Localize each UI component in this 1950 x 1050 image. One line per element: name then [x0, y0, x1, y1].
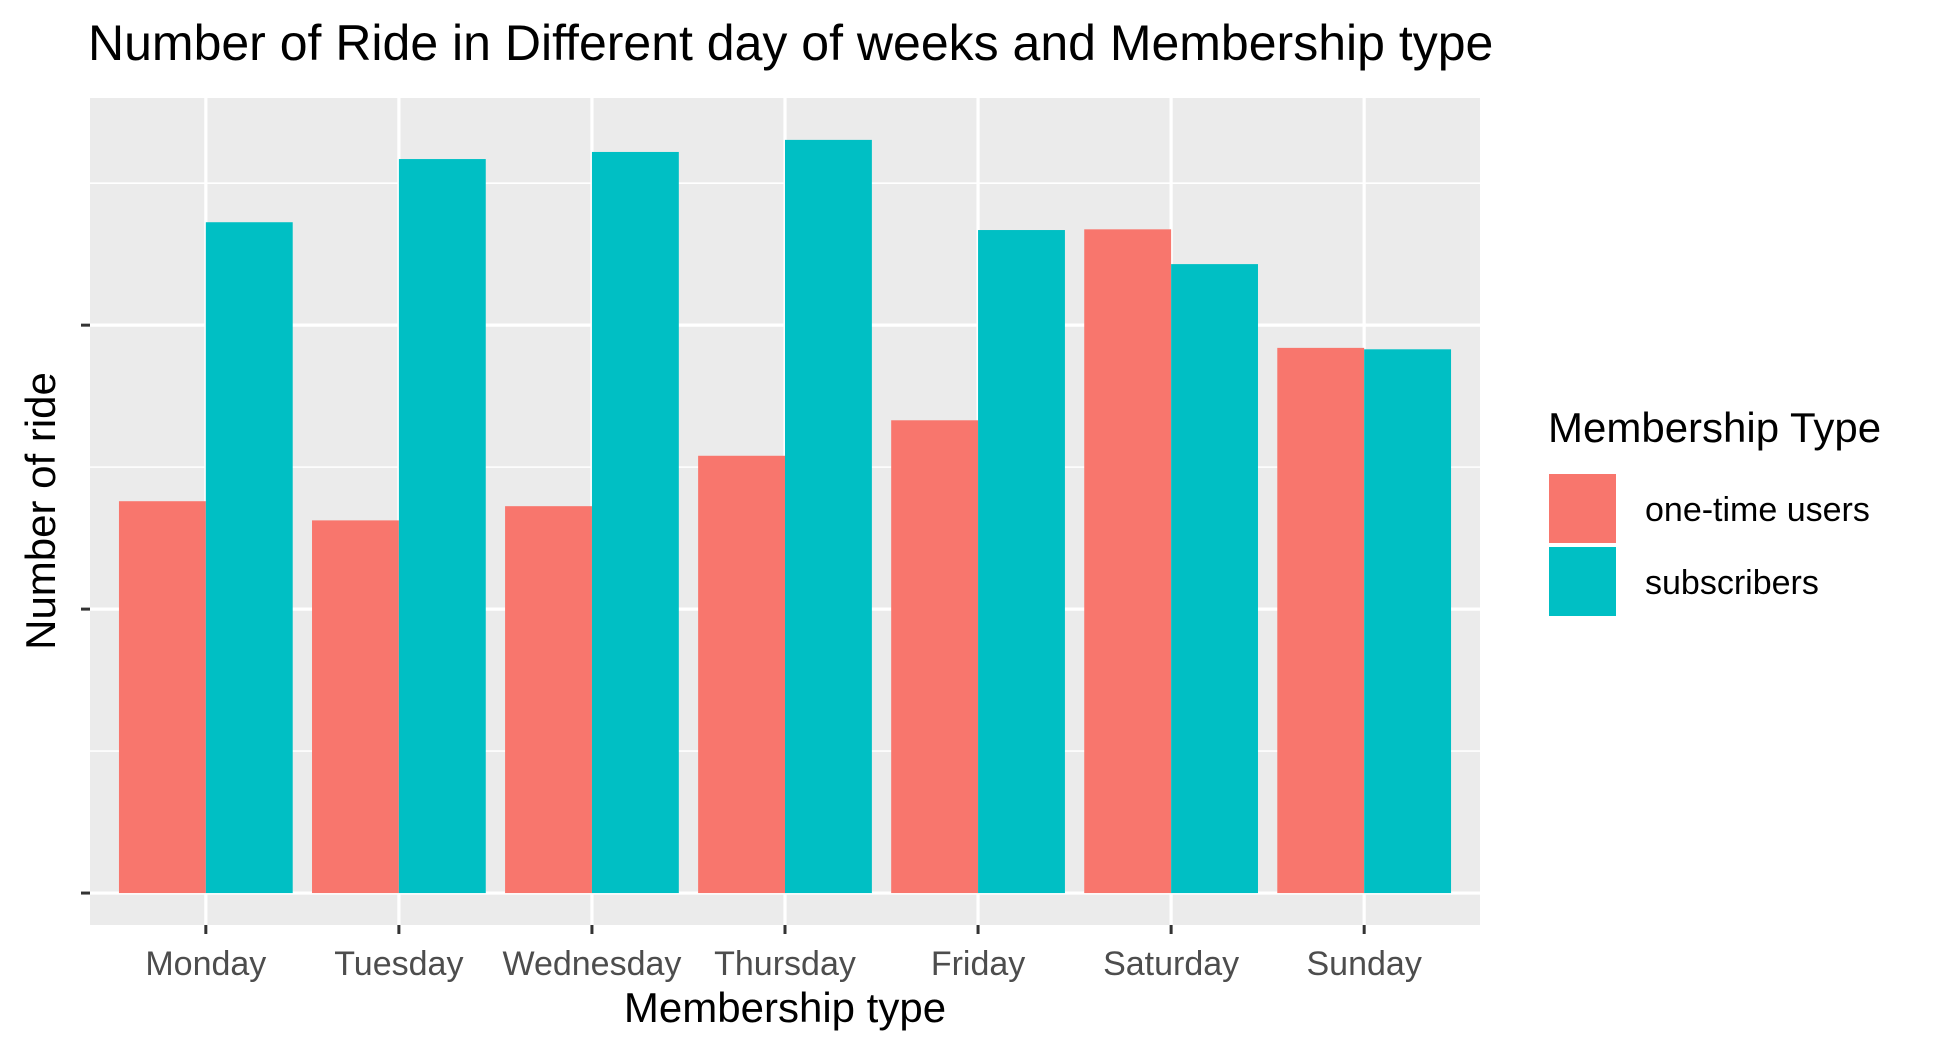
- bar-subscribers-saturday: [1171, 264, 1258, 894]
- x-axis-title: Membership type: [624, 984, 946, 1031]
- bar-subscribers-wednesday: [591, 151, 679, 894]
- legend-key-subscribers: [1547, 545, 1618, 618]
- x-axis: Monday Tuesday Wednesday Thursday Friday Satu…: [145, 925, 1422, 983]
- bar-subscribers-thursday: [785, 139, 872, 894]
- y-axis-title: Number of ride: [17, 372, 64, 650]
- bars: [118, 139, 1452, 894]
- chart-title: Number of Ride in Different day of weeks…: [88, 15, 1493, 71]
- x-tick-label: Sunday: [1307, 945, 1422, 983]
- x-tick-label: Saturday: [1103, 945, 1239, 983]
- legend-label: one-time users: [1645, 491, 1870, 529]
- bar-subscribers-friday: [978, 230, 1065, 894]
- x-tick-label: Wednesday: [502, 945, 681, 983]
- y-axis: [81, 323, 90, 895]
- x-tick-label: Thursday: [714, 945, 856, 983]
- legend-key-one-time-users: [1547, 472, 1618, 545]
- bar-one-time-users-thursday: [698, 455, 785, 894]
- legend: Membership Type one-time users subscriber…: [1547, 404, 1881, 618]
- x-tick-label: Friday: [931, 945, 1025, 983]
- bar-one-time-users-saturday: [1084, 229, 1172, 894]
- bar-one-time-users-friday: [891, 420, 979, 894]
- bar-one-time-users-sunday: [1277, 347, 1365, 894]
- legend-label: subscribers: [1645, 564, 1819, 602]
- x-tick-label: Tuesday: [334, 945, 463, 983]
- legend-title: Membership Type: [1548, 404, 1881, 451]
- bar-subscribers-sunday: [1364, 349, 1452, 894]
- bar-one-time-users-monday: [118, 501, 206, 894]
- legend-items: one-time users subscribers: [1547, 472, 1870, 618]
- bar-subscribers-monday: [205, 222, 293, 894]
- bar-one-time-users-wednesday: [505, 506, 592, 894]
- bar-subscribers-tuesday: [398, 159, 486, 894]
- bar-one-time-users-tuesday: [312, 520, 399, 894]
- x-tick-label: Monday: [145, 945, 266, 983]
